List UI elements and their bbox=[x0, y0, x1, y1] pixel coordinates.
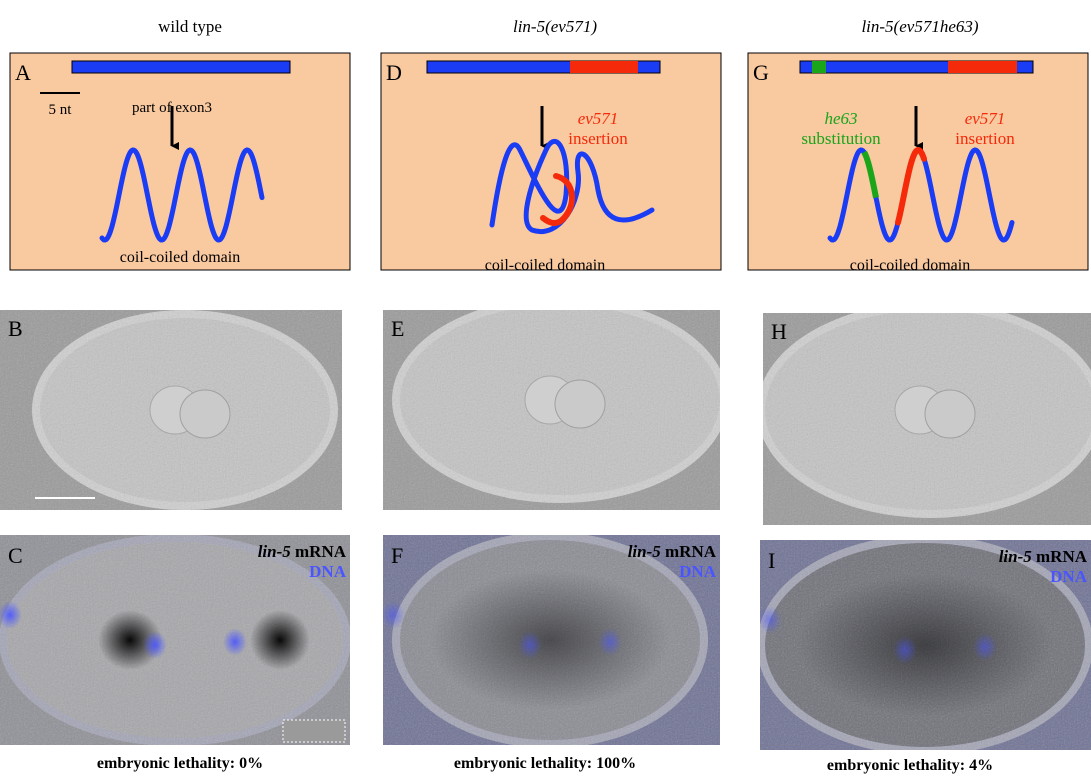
annotation: part of exon3 bbox=[132, 100, 212, 116]
lethality: embryonic lethality: 100% bbox=[454, 755, 636, 772]
panel-label: C bbox=[8, 543, 23, 568]
insertion-bar bbox=[948, 61, 1017, 73]
probe-gene: lin-5 bbox=[999, 547, 1033, 566]
dna-signal bbox=[893, 636, 917, 664]
dna-signal bbox=[973, 633, 997, 661]
column-header: lin-5(ev571) bbox=[513, 17, 597, 36]
inset-box bbox=[283, 720, 345, 742]
panel-label: F bbox=[391, 543, 403, 568]
dna-signal bbox=[143, 631, 167, 659]
mutation-kind: insertion bbox=[955, 129, 1015, 148]
nucleus bbox=[180, 390, 230, 438]
probe-gene: lin-5 bbox=[258, 542, 292, 561]
panel-label: E bbox=[391, 316, 404, 341]
diagram-box bbox=[381, 53, 721, 270]
fish-image bbox=[381, 532, 720, 748]
column-header: wild type bbox=[158, 17, 222, 36]
probe-gene: lin-5 bbox=[628, 542, 662, 561]
lethality: embryonic lethality: 4% bbox=[827, 757, 993, 774]
dna-signal bbox=[758, 606, 782, 634]
mrna-signal bbox=[797, 574, 1053, 717]
mutation-name: ev571 bbox=[965, 109, 1006, 128]
panel-label: D bbox=[386, 60, 402, 85]
mrna-signal bbox=[430, 570, 670, 710]
column-header: lin-5(ev571he63) bbox=[861, 17, 978, 36]
dna-signal bbox=[598, 628, 622, 656]
probe-label: lin-5 mRNA bbox=[628, 542, 717, 561]
scale-label: 5 nt bbox=[49, 102, 73, 118]
lethality: embryonic lethality: 0% bbox=[97, 755, 263, 772]
mutation-kind: substitution bbox=[801, 129, 881, 148]
dic-image bbox=[757, 302, 1091, 525]
dna-signal bbox=[381, 601, 405, 629]
panel-label: I bbox=[768, 548, 775, 573]
mrna-signal bbox=[250, 610, 310, 670]
probe-suffix: mRNA bbox=[1036, 547, 1088, 566]
stain-label: DNA bbox=[309, 562, 347, 581]
domain-label: coil-coiled domain bbox=[120, 249, 240, 266]
domain-label: coil-coiled domain bbox=[485, 257, 605, 274]
panel-label: A bbox=[15, 60, 31, 85]
probe-label: lin-5 mRNA bbox=[258, 542, 347, 561]
stain-label: DNA bbox=[1050, 567, 1088, 586]
panel-label: G bbox=[753, 60, 769, 85]
mutation-kind: insertion bbox=[568, 129, 628, 148]
nucleus bbox=[555, 380, 605, 428]
gene-bar bbox=[72, 61, 290, 73]
diagram-box bbox=[748, 53, 1088, 270]
nucleus bbox=[925, 390, 975, 438]
diagram-box bbox=[10, 53, 350, 270]
domain-label: coil-coiled domain bbox=[850, 257, 970, 274]
dic-image bbox=[0, 310, 342, 510]
dic-image bbox=[383, 297, 728, 510]
dna-signal bbox=[223, 628, 247, 656]
panel-label: H bbox=[771, 319, 787, 344]
fish-image bbox=[0, 534, 351, 746]
insertion-bar bbox=[570, 61, 638, 73]
mutation-name: ev571 bbox=[578, 109, 619, 128]
substitution-bar bbox=[812, 61, 826, 73]
panel-label: B bbox=[8, 316, 23, 341]
probe-suffix: mRNA bbox=[295, 542, 347, 561]
figure: wild type Acoil-coiled domain 5 nt part of … bbox=[0, 0, 1091, 776]
probe-suffix: mRNA bbox=[665, 542, 717, 561]
stain-label: DNA bbox=[679, 562, 717, 581]
probe-label: lin-5 mRNA bbox=[999, 547, 1088, 566]
fish-image bbox=[757, 535, 1091, 755]
dna-signal bbox=[518, 631, 542, 659]
mutation-name: he63 bbox=[824, 109, 857, 128]
